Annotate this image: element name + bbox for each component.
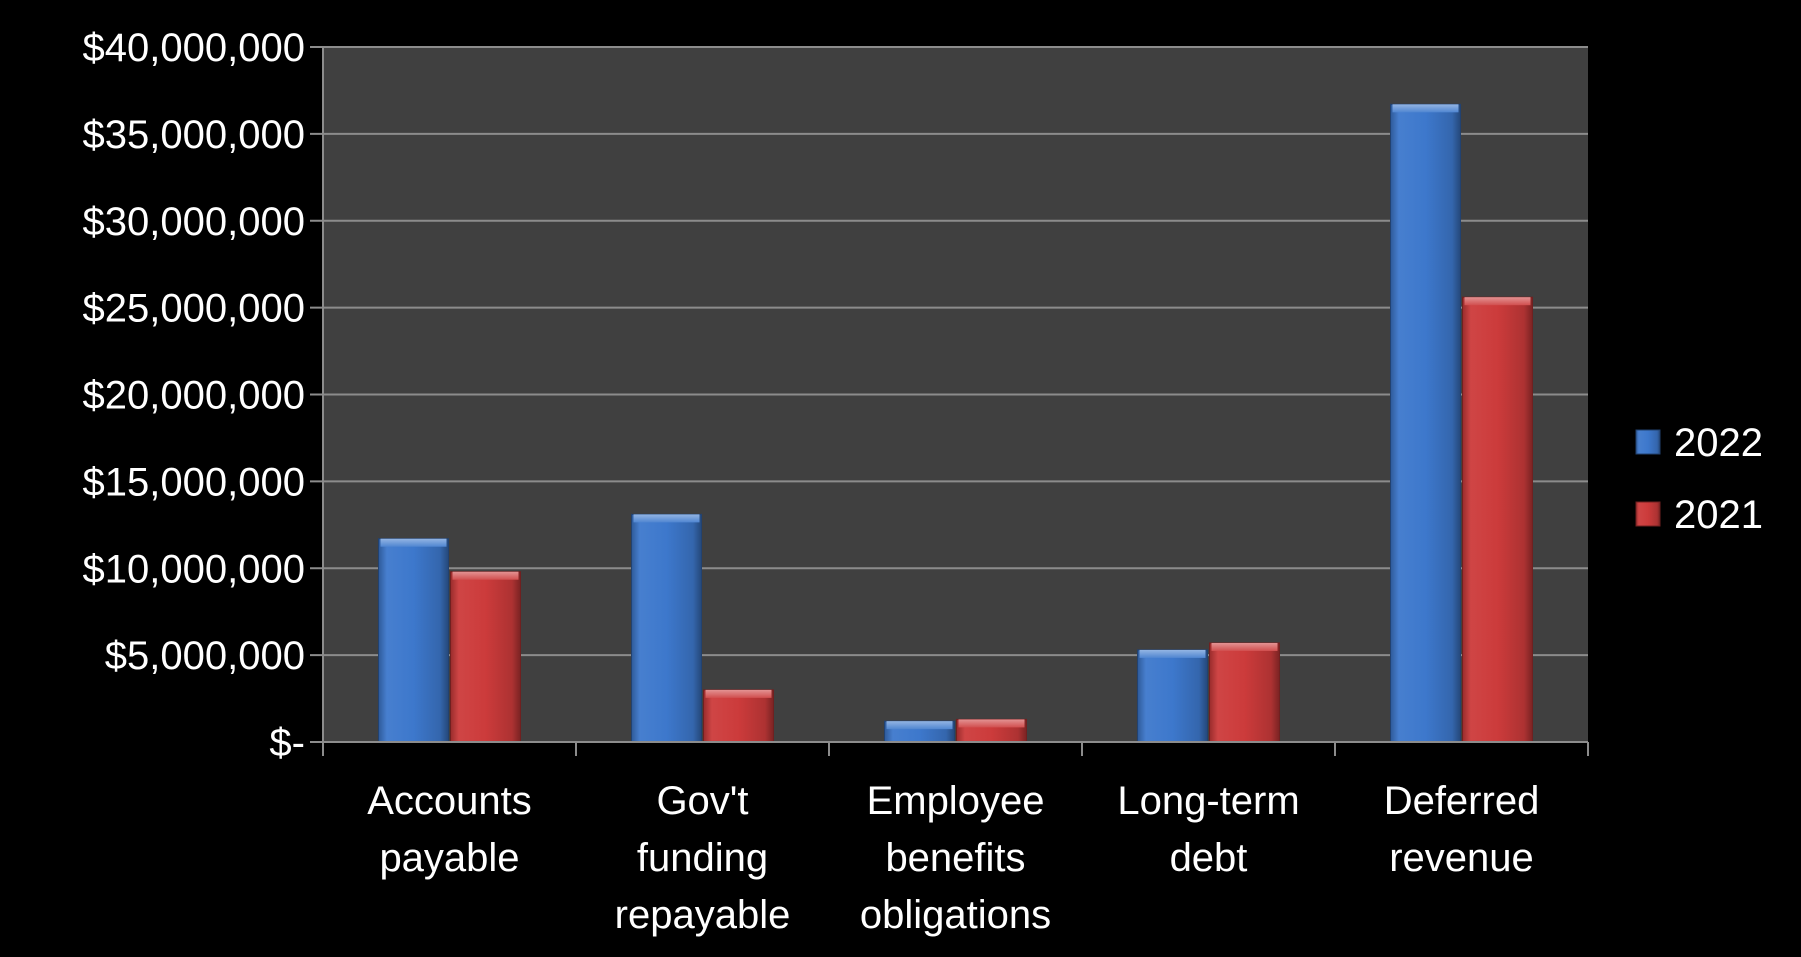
bar-bevel-top bbox=[380, 538, 447, 547]
bar-2021-0 bbox=[450, 571, 521, 743]
bar-2021-3 bbox=[1209, 642, 1280, 743]
legend-item-2021: 2021 bbox=[1635, 493, 1763, 537]
x-tick-label: Employee benefits obligations bbox=[860, 779, 1051, 937]
y-tick-label: $35,000,000 bbox=[83, 113, 305, 157]
bar-2021-2 bbox=[956, 718, 1027, 743]
legend-swatch bbox=[1635, 429, 1661, 455]
bar-bevel-top bbox=[1211, 642, 1278, 651]
gridlines bbox=[310, 46, 1588, 743]
bar-bevel-top bbox=[1464, 297, 1531, 306]
bar bbox=[450, 571, 521, 743]
bar-bevel-top bbox=[1139, 649, 1206, 658]
x-axis-tick-labels: Accounts payable Gov't funding repayable Empl… bbox=[367, 779, 1539, 937]
y-tick-label: $20,000,000 bbox=[83, 374, 305, 418]
bar-bevel-top bbox=[958, 719, 1025, 728]
x-tick-label: Accounts payable bbox=[367, 779, 532, 880]
bar-bevel-top bbox=[886, 721, 953, 730]
bar-2022-1 bbox=[631, 513, 702, 743]
bar-2022-4 bbox=[1390, 103, 1461, 743]
bar-2021-4 bbox=[1462, 296, 1533, 743]
bar-bevel-top bbox=[705, 689, 772, 698]
y-axis-tick-labels: $- $5,000,000 $10,000,000 $15,000,000 $20,00… bbox=[83, 26, 305, 765]
x-tick-label: Long-term debt bbox=[1117, 779, 1299, 880]
bar-2022-0 bbox=[378, 538, 449, 743]
bar-2022-3 bbox=[1137, 649, 1208, 743]
bar bbox=[1137, 649, 1208, 743]
x-tick-label: Gov't funding repayable bbox=[615, 779, 791, 937]
bar bbox=[378, 538, 449, 743]
bar bbox=[1209, 642, 1280, 743]
bar-bevel-top bbox=[1392, 104, 1459, 113]
y-tick-label: $5,000,000 bbox=[105, 634, 305, 678]
bar bbox=[631, 513, 702, 743]
y-tick-label: $- bbox=[269, 721, 305, 765]
legend-label: 2022 bbox=[1674, 421, 1763, 465]
bar bbox=[1390, 103, 1461, 743]
y-tick-label: $30,000,000 bbox=[83, 200, 305, 244]
bar bbox=[1462, 296, 1533, 743]
bars bbox=[378, 103, 1533, 743]
y-tick-label: $10,000,000 bbox=[83, 547, 305, 591]
legend-label: 2021 bbox=[1674, 493, 1763, 537]
legend: 2022 2021 bbox=[1635, 421, 1763, 537]
legend-item-2022: 2022 bbox=[1635, 421, 1763, 465]
axes bbox=[322, 47, 1589, 756]
y-tick-label: $25,000,000 bbox=[83, 287, 305, 331]
bar-2021-1 bbox=[703, 689, 774, 743]
bar-2022-2 bbox=[884, 720, 955, 743]
y-tick-label: $40,000,000 bbox=[83, 26, 305, 70]
bar-bevel-top bbox=[633, 514, 700, 523]
x-tick-label: Deferred revenue bbox=[1384, 779, 1540, 880]
y-tick-label: $15,000,000 bbox=[83, 460, 305, 504]
legend-swatch bbox=[1635, 501, 1661, 527]
bar-bevel-top bbox=[452, 571, 519, 580]
